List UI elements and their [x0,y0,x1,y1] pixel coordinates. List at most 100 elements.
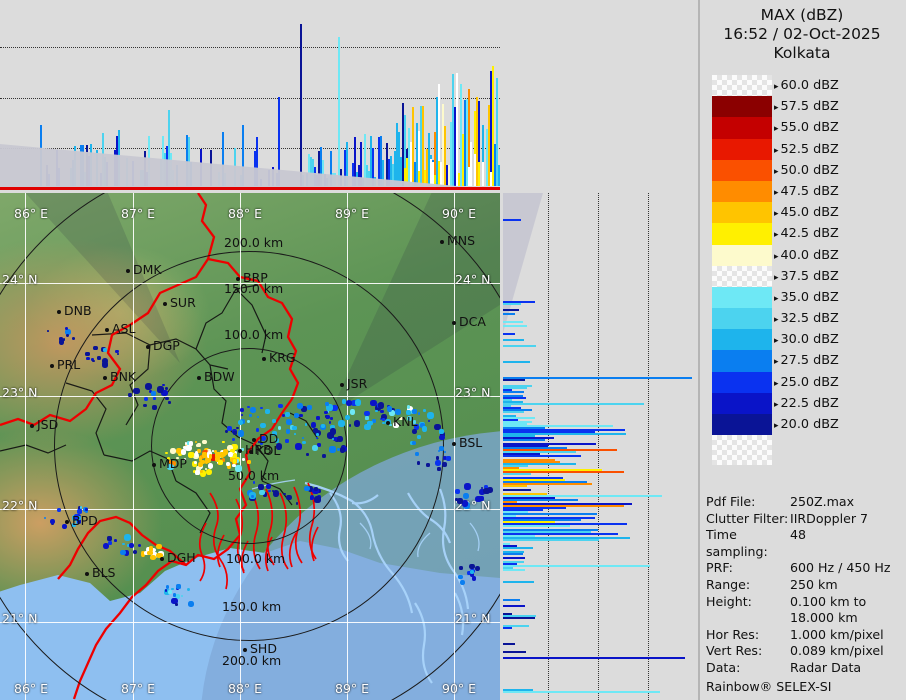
colorbar-tick: ▸ 27.5 dBZ [774,350,904,371]
legend-info-column: MAX (dBZ) 16:52 / 02-Oct-2025 Kolkata ▸ 6… [698,0,906,700]
echo-pixel [252,481,256,484]
metadata-value: 48 [790,527,807,543]
metadata-value: 600 Hz / 450 Hz [790,560,891,576]
cross-section-bar [412,106,414,186]
cross-section-bar [503,581,534,583]
echo-pixel [305,423,308,426]
echo-pixel [302,440,306,445]
cross-section-bar [418,130,420,186]
echo-pixel [262,492,268,497]
echo-pixel [49,519,55,525]
echo-pixel [349,408,356,415]
echo-pixel [367,420,372,426]
echo-pixel [412,409,417,414]
echo-core-pixel [201,460,206,464]
cross-section-bar [462,134,464,186]
cross-section-bar [360,141,362,186]
colorbar-tick: ▸ 55.0 dBZ [774,117,904,138]
echo-core-pixel [141,551,146,557]
cross-section-bar-core [404,168,406,186]
echo-pixel [421,426,428,432]
cross-section-bar [503,567,513,569]
tick-arrow-icon: ▸ [774,251,779,262]
echo-pixel [232,463,236,468]
echo-core-pixel [149,547,157,553]
echo-pixel [258,484,264,491]
echo-pixel [195,470,200,475]
colorbar-tick: ▸ 32.5 dBZ [774,308,904,329]
metadata-value: Radar Data [790,659,862,675]
tick-arrow-icon: ▸ [774,209,779,220]
cross-section-bar [358,165,360,186]
cross-section-bar [448,165,450,186]
city-name-label: JSR [347,376,368,391]
colorbar-tick: ▸ 52.5 dBZ [774,139,904,160]
echo-pixel [457,574,463,580]
cross-section-bar [503,539,599,541]
lon-label-87E-bottom: 87° E [121,681,156,696]
cross-section-bar-core [474,154,476,186]
echo-pixel [246,405,250,409]
metadata-key: Vert Res: [706,643,763,659]
echo-pixel [458,566,463,571]
cross-section-bar [503,599,521,601]
cross-section-bar [503,395,524,397]
city-dot-icon [452,442,456,446]
city-name-label: BPD [72,513,98,528]
parallel-24N [0,283,500,284]
cross-section-bar [503,557,526,559]
echo-pixel [76,519,82,525]
echo-pixel [85,510,89,514]
echo-core-pixel [204,460,209,465]
metadata-value: 18.000 km [790,610,858,626]
metadata-key: Pdf File: [706,494,756,509]
echo-pixel [454,489,461,495]
city-dot-icon [249,450,253,454]
colorbar-swatch [712,138,772,160]
cross-section-bar [503,477,563,479]
echo-pixel [422,409,426,413]
lat-label-23N-left: 23° N [2,385,38,400]
echo-pixel [474,565,481,572]
cross-section-bar [474,111,476,186]
echo-pixel [151,391,156,396]
echo-pixel [180,449,187,455]
cross-section-bar [503,419,518,421]
echo-pixel [268,489,271,492]
lat-label-24N-left: 24° N [2,272,38,287]
echo-pixel [375,410,378,413]
meridian-89E [347,193,348,700]
colorbar-swatch [712,308,772,330]
metadata-row: Data: Radar Data [706,660,906,677]
cross-section-bar [503,449,618,451]
echo-pixel [467,570,472,576]
echo-pixel [320,424,325,429]
right-vertical-cross-section-panel [503,193,698,700]
cross-section-bar [503,459,555,461]
echo-pixel [442,455,448,461]
echo-pixel [107,536,112,541]
echo-core-pixel [220,452,225,459]
echo-pixel [174,602,178,606]
radar-ppi-map-panel[interactable]: 86° E 87° E 88° E 89° E 90° E 86° E 87° … [0,193,500,700]
cross-section-bar [492,66,494,186]
echo-pixel [331,404,338,412]
city-dot-icon [57,310,61,314]
colorbar-tick: ▸ 35.0 dBZ [774,287,904,308]
echo-pixel [153,397,156,400]
colorbar-swatch [712,180,772,203]
city-name-label: SUR [170,295,196,310]
echo-pixel [463,482,471,490]
cross-section-bar [503,503,633,505]
cross-section-bar [503,563,518,565]
colorbar-tick: ▸ 40.0 dBZ [774,245,904,266]
echo-pixel [348,423,352,427]
cross-section-bar [444,125,446,186]
echo-pixel [74,513,80,520]
echo-pixel [372,419,376,423]
metadata-key [706,610,790,627]
tick-label: 35.0 dBZ [780,289,839,305]
echo-pixel [275,442,283,450]
cross-section-bar-core [482,161,484,186]
tick-arrow-icon: ▸ [774,166,779,177]
